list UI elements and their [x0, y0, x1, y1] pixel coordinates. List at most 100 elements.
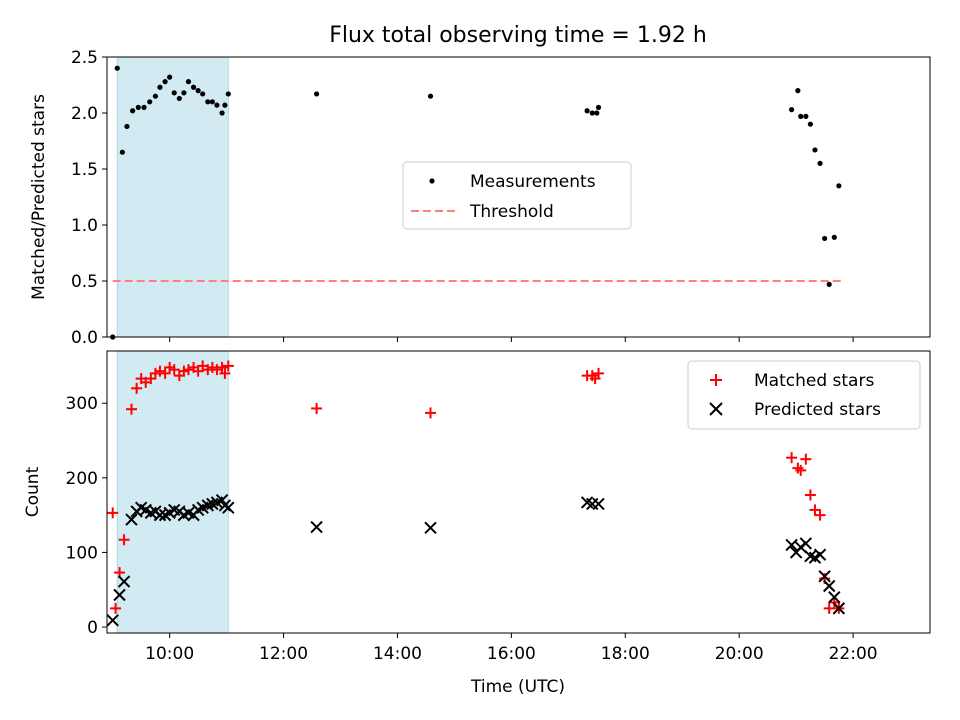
observing-window-shade — [116, 350, 229, 634]
ratio-axes-frame — [106, 56, 931, 338]
legend-predicted-marker — [709, 402, 723, 416]
predicted-marker-b — [799, 537, 813, 550]
predicted-marker-b — [592, 497, 605, 511]
predicted-marker-b — [182, 506, 195, 520]
predicted-marker-b — [785, 538, 798, 552]
ratio-x-ticks — [169, 337, 854, 342]
x-tick-label: 10:00 — [145, 644, 194, 664]
x-tick-label: 22:00 — [829, 644, 878, 664]
measurement-point — [589, 110, 595, 116]
counts-panel: 10:00 12:00 14:00 16:00 18:00 20:00 22:00 0 100… — [23, 350, 931, 697]
legend-measurements-label: Measurements — [470, 172, 596, 192]
predicted-stars-points — [106, 493, 846, 627]
y-tick-label: 0 — [87, 618, 98, 638]
matched-star-point — [823, 602, 835, 614]
measurement-point — [222, 102, 228, 108]
counts-legend: Matched stars Predicted stars — [687, 360, 921, 430]
predicted-star-point — [310, 520, 323, 534]
predicted-marker-b — [580, 496, 594, 509]
measurement-point — [181, 90, 187, 96]
counts-axes-frame — [106, 350, 931, 634]
matched-star-point — [168, 364, 180, 376]
predicted-marker-b — [804, 549, 817, 563]
measurement-point — [124, 123, 130, 130]
predicted-star-point — [799, 537, 813, 550]
observing-window-shade — [116, 56, 229, 338]
measurement-point — [822, 235, 828, 242]
y-tick-label: 2.5 — [71, 48, 98, 68]
matched-star-point — [211, 364, 223, 376]
predicted-marker-b — [113, 588, 126, 602]
counts-legend-box — [687, 360, 921, 430]
predicted-star-point — [106, 614, 119, 627]
ratio-y-axis-label: Matched/Predicted stars — [29, 94, 49, 300]
predicted-star-point — [424, 521, 437, 535]
x-tick-label: 20:00 — [715, 644, 764, 664]
y-tick-label: 0.0 — [71, 328, 98, 348]
measurement-point — [788, 107, 795, 113]
predicted-star-point — [813, 548, 827, 561]
matched-star-point — [311, 402, 323, 414]
matched-star-point — [593, 367, 605, 379]
matched-star-point — [800, 453, 812, 465]
predicted-marker-b — [222, 501, 235, 514]
predicted-star-point — [828, 590, 841, 604]
predicted-marker-b — [139, 503, 152, 517]
x-tick-label: 18:00 — [601, 644, 650, 664]
predicted-marker-b — [153, 508, 167, 522]
matched-star-point — [154, 365, 166, 377]
measurement-point — [205, 99, 211, 105]
y-tick-label: 0.5 — [71, 272, 98, 292]
predicted-marker-b — [125, 513, 138, 526]
y-tick-label: 200 — [66, 469, 98, 489]
measurement-point — [807, 121, 813, 127]
predicted-star-point — [785, 538, 798, 552]
matched-star-point — [110, 602, 122, 614]
measurement-point — [135, 104, 141, 110]
legend-predicted-label: Predicted stars — [754, 400, 881, 420]
predicted-star-point — [222, 501, 235, 514]
x-tick-label: 14:00 — [373, 644, 422, 664]
matched-star-point — [219, 367, 231, 379]
legend-matched-marker — [710, 374, 722, 386]
matched-star-point — [786, 452, 798, 464]
predicted-marker-b — [828, 590, 841, 604]
predicted-marker-b — [167, 503, 181, 517]
ratio-y-ticks: 0.0 0.5 1.0 1.5 2.0 2.5 — [71, 48, 107, 348]
measurement-point — [594, 110, 600, 116]
predicted-marker-b — [818, 570, 831, 583]
counts-y-ticks: 0 100 200 300 — [66, 394, 107, 638]
predicted-star-point — [818, 570, 831, 583]
measurement-point — [200, 91, 206, 97]
measurement-point — [119, 149, 125, 155]
measurement-point — [141, 104, 147, 110]
x-tick-label: 12:00 — [259, 644, 308, 664]
y-tick-label: 300 — [66, 394, 98, 414]
legend-measurements-marker — [429, 178, 435, 184]
measurement-point — [152, 93, 159, 99]
measurement-point — [195, 88, 201, 94]
measurement-point — [831, 234, 837, 240]
matched-star-point — [814, 509, 826, 521]
measurement-points — [110, 65, 842, 340]
matched-star-point — [216, 361, 228, 373]
shaded-region — [116, 56, 229, 338]
matched-star-point — [804, 489, 816, 501]
predicted-marker-b — [134, 501, 148, 514]
measurement-point — [147, 99, 153, 105]
ratio-panel: 0.0 0.5 1.0 1.5 2.0 2.5 Matched/Predicted sta… — [29, 48, 931, 348]
predicted-marker-b — [106, 614, 119, 627]
measurement-point — [190, 84, 197, 90]
matched-star-point — [222, 360, 234, 372]
predicted-marker-b — [813, 548, 827, 561]
matched-star-point — [795, 464, 807, 476]
ratio-legend-box — [402, 161, 632, 230]
ratio-legend: Measurements Threshold — [402, 161, 632, 230]
measurement-point — [836, 183, 842, 189]
matched-star-point — [159, 367, 171, 379]
predicted-marker-b — [832, 602, 846, 615]
predicted-marker-b — [117, 575, 131, 588]
y-tick-label: 1.5 — [71, 160, 98, 180]
predicted-star-point — [153, 508, 167, 522]
